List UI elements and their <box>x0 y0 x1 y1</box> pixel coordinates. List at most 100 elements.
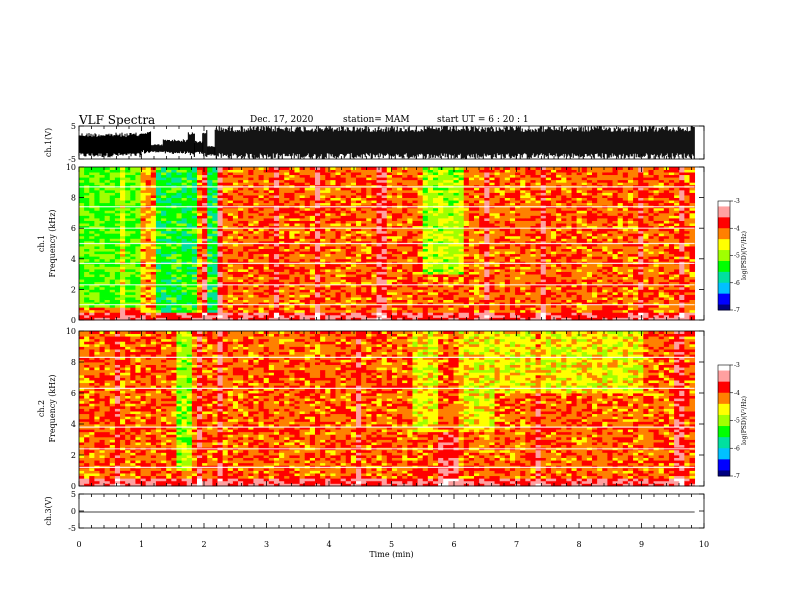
spectrogram-cell <box>89 212 95 216</box>
spectrogram-cell <box>335 312 342 316</box>
spectrogram-cell <box>99 276 106 280</box>
spectrogram-cell <box>345 182 352 186</box>
spectrogram-cell <box>150 233 157 237</box>
spectrogram-cell <box>84 200 90 204</box>
spectrogram-cell <box>243 230 249 234</box>
spectrogram-cell <box>268 246 275 249</box>
spectrogram-cell <box>232 235 239 239</box>
spectrogram-cell <box>161 276 167 280</box>
spectrogram-cell <box>314 286 321 290</box>
spectrogram-cell <box>150 266 157 270</box>
spectrogram-cell <box>104 299 111 303</box>
spectrogram-cell <box>407 215 413 219</box>
spectrogram-cell <box>161 251 167 255</box>
spectrogram-cell <box>150 192 157 196</box>
spectrogram-cell <box>361 299 367 303</box>
spectrogram-cell <box>171 167 177 170</box>
spectrogram-cell <box>371 225 377 229</box>
spectrogram-cell <box>412 207 418 211</box>
spectrogram-cell <box>391 238 398 242</box>
spectrogram-cell <box>145 297 152 300</box>
spectrogram-cell <box>361 223 367 227</box>
spectrogram-cell <box>427 291 434 295</box>
spectrogram-cell <box>161 189 167 193</box>
spectrogram-cell <box>279 189 285 193</box>
spectrogram-cell <box>196 317 203 321</box>
spectrogram-cell <box>186 189 193 193</box>
spectrogram-cell <box>140 210 147 214</box>
spectrogram-cell <box>196 182 203 186</box>
spectrogram-cell <box>412 256 418 260</box>
spectrogram-cell <box>120 233 126 237</box>
spectrogram-cell <box>79 192 85 196</box>
spectrogram-cell <box>89 238 95 242</box>
spectrogram-cell <box>238 189 244 193</box>
spectrogram-cell <box>212 200 218 204</box>
spectrogram-cell <box>94 274 100 278</box>
spectrogram-cell <box>227 169 234 173</box>
spectrogram-cell <box>191 225 198 229</box>
spectrogram-cell <box>289 189 295 193</box>
spectrogram-cell <box>371 246 377 249</box>
spectrogram-cell <box>248 289 254 293</box>
spectrogram-cell <box>345 233 352 237</box>
spectrogram-cell <box>330 302 336 306</box>
spectrogram-cell <box>222 195 229 198</box>
spectrogram-cell <box>145 187 152 191</box>
spectrogram-cell <box>268 195 275 198</box>
spectrogram-cell <box>284 212 290 216</box>
spectrogram-cell <box>181 223 188 227</box>
spectrogram-cell <box>345 195 352 198</box>
spectrogram-cell <box>253 202 259 206</box>
spectrogram-cell <box>376 304 383 308</box>
spectrogram-cell <box>207 177 213 181</box>
spectrogram-cell <box>361 215 367 219</box>
spectrogram-cell <box>320 286 326 290</box>
spectrogram-cell <box>427 299 434 303</box>
spectrogram-cell <box>217 304 224 308</box>
spectrogram-cell <box>253 200 259 204</box>
spectrogram-cell <box>350 202 357 206</box>
spectrogram-cell <box>217 174 224 178</box>
spectrogram-cell <box>402 200 408 204</box>
spectrogram-cell <box>94 279 100 283</box>
spectrogram-cell <box>114 174 121 178</box>
spectrogram-cell <box>402 197 408 201</box>
spectrogram-cell <box>361 281 367 285</box>
spectrogram-cell <box>309 169 316 173</box>
spectrogram-cell <box>268 238 275 242</box>
spectrogram-cell <box>212 294 218 298</box>
spectrogram-cell <box>176 314 183 318</box>
spectrogram-cell <box>402 177 408 181</box>
spectrogram-cell <box>135 179 141 183</box>
spectrogram-cell <box>438 266 444 270</box>
spectrogram-cell <box>361 179 367 183</box>
spectrogram-cell <box>417 212 424 216</box>
spectrogram-cell <box>191 304 198 308</box>
spectrogram-cell <box>361 233 367 237</box>
spectrogram-cell <box>350 182 357 186</box>
spectrogram-cell <box>289 286 295 290</box>
spectrogram-cell <box>273 177 280 181</box>
spectrogram-cell <box>109 215 116 219</box>
spectrogram-cell <box>79 309 85 313</box>
spectrogram-cell <box>381 210 388 214</box>
spectrogram-cell <box>391 281 398 285</box>
spectrogram-cell <box>273 230 280 234</box>
spectrogram-cell <box>114 276 121 280</box>
spectrogram-cell <box>381 192 388 196</box>
spectrogram-cell <box>330 197 336 201</box>
spectrogram-cell <box>397 172 403 176</box>
spectrogram-cell <box>314 263 321 267</box>
spectrogram-cell <box>381 284 388 288</box>
spectrogram-cell <box>135 218 141 221</box>
spectrogram-cell <box>94 248 100 252</box>
spectrogram-cell <box>438 220 444 224</box>
spectrogram-cell <box>427 312 434 316</box>
spectrogram-cell <box>294 297 300 300</box>
spectrogram-cell <box>227 289 234 293</box>
spectrogram-cell <box>130 187 136 191</box>
spectrogram-cell <box>202 294 208 298</box>
spectrogram-cell <box>155 230 162 234</box>
spectrogram-cell <box>84 215 90 219</box>
